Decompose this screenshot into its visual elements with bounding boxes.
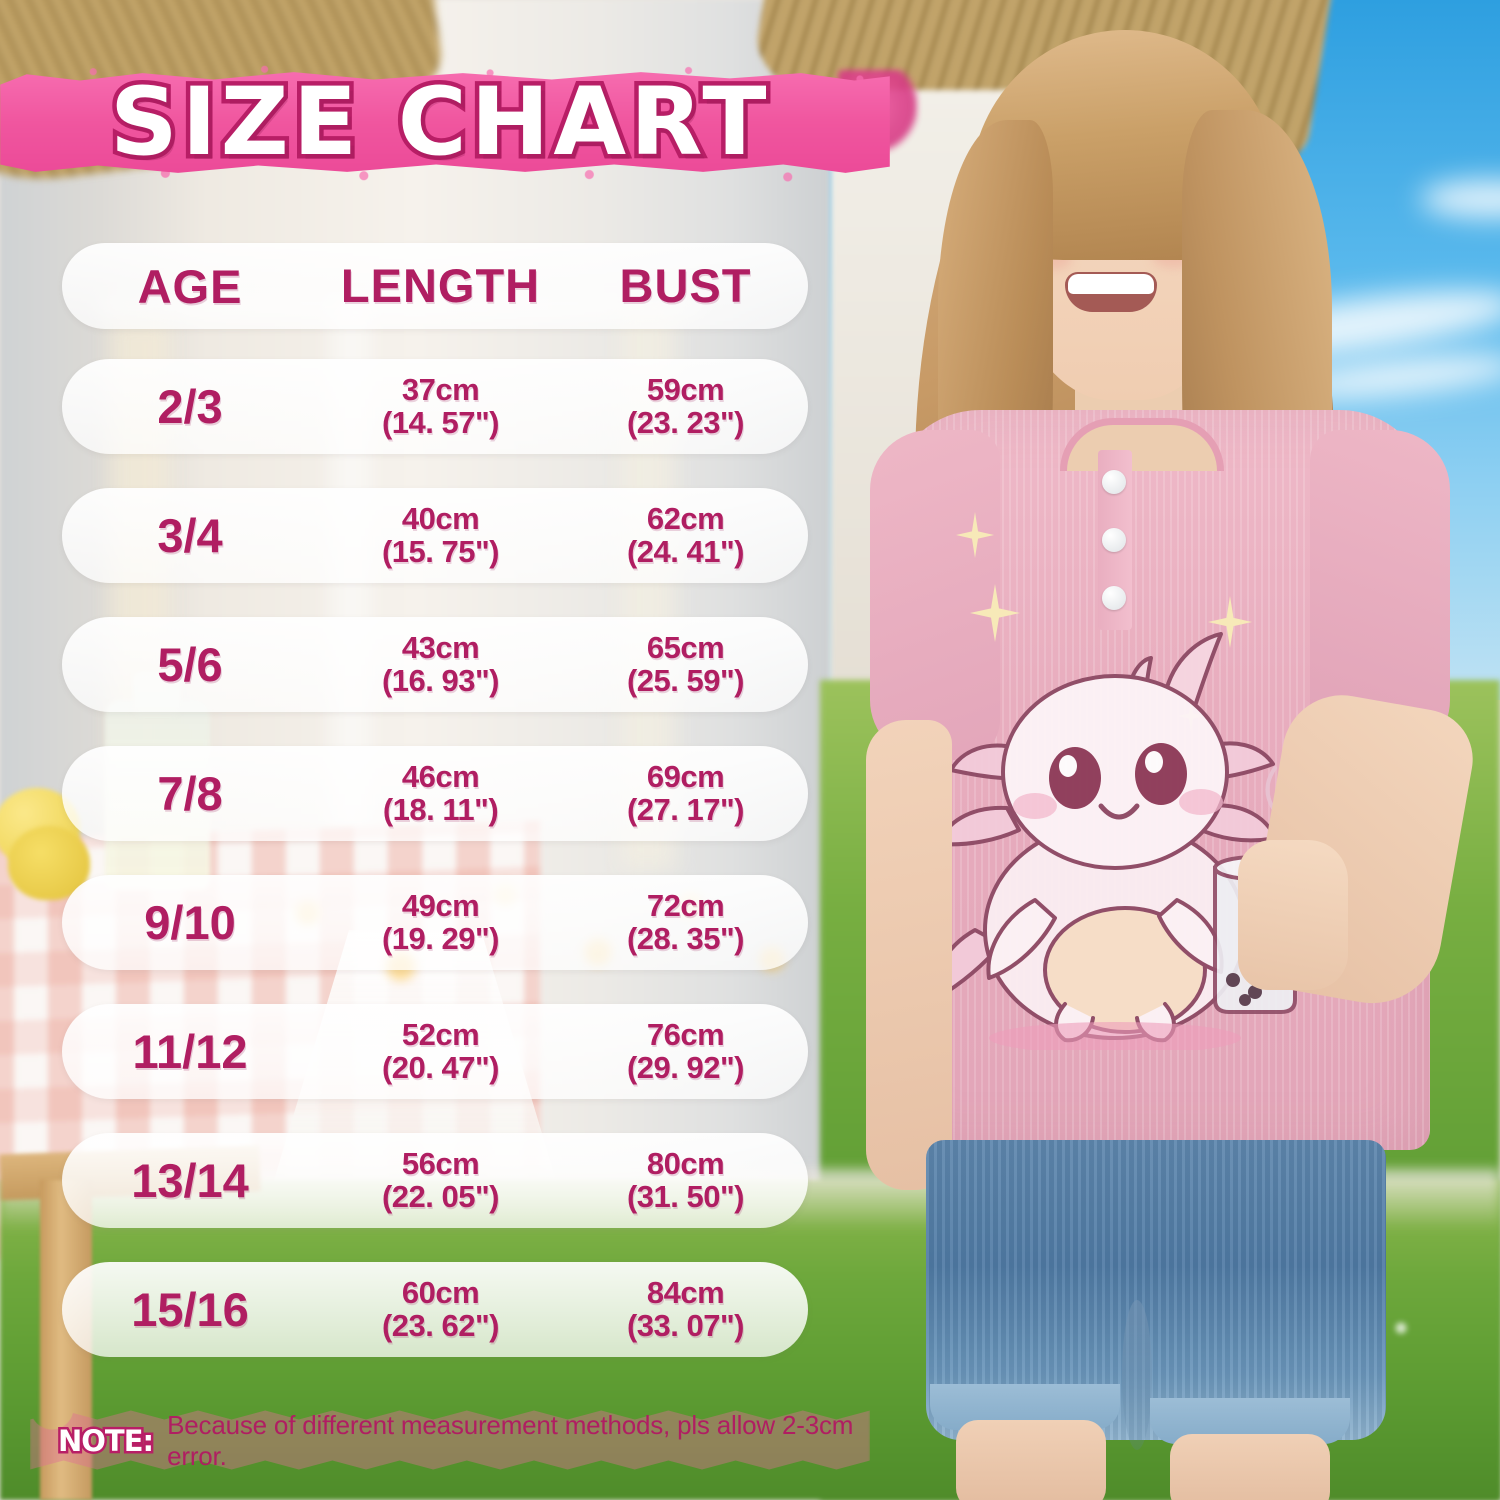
length-cm: 60cm [401, 1274, 480, 1310]
length-cm: 40cm [401, 500, 480, 536]
table-row: 3/4 40cm (15. 75") 62cm (24. 41") [62, 488, 808, 583]
bust-inch: (29. 92") [626, 1049, 745, 1085]
size-chart-table: AGE LENGTH BUST 2/3 37cm (14. 57") 59cm … [62, 243, 808, 1391]
cell-age: 3/4 [157, 509, 223, 562]
table-row: 9/10 49cm (19. 29") 72cm (28. 35") [62, 875, 808, 970]
bust-cm: 72cm [646, 887, 725, 923]
length-cm: 43cm [401, 629, 480, 665]
length-cm: 52cm [401, 1016, 480, 1052]
shirt-button [1102, 586, 1126, 610]
length-inch: (15. 75") [381, 533, 500, 569]
length-inch: (18. 11") [382, 791, 499, 827]
bust-cm: 76cm [646, 1016, 725, 1052]
bust-cm: 65cm [646, 629, 725, 665]
cell-length: 56cm (22. 05") [318, 1145, 563, 1214]
cell-bust: 84cm (33. 07") [563, 1274, 808, 1343]
length-cm: 56cm [401, 1145, 480, 1181]
table-row: 13/14 56cm (22. 05") 80cm (31. 50") [62, 1133, 808, 1228]
bust-inch: (27. 17") [626, 791, 745, 827]
bust-cm: 69cm [646, 758, 725, 794]
cell-age: 11/12 [132, 1025, 248, 1078]
bust-inch: (28. 35") [626, 920, 745, 956]
column-header-age: AGE [137, 259, 243, 313]
page-title: SIZE CHART [106, 64, 771, 182]
cell-age: 13/14 [131, 1154, 249, 1207]
hand-right [1238, 840, 1348, 990]
length-inch: (16. 93") [381, 662, 500, 698]
cell-length: 60cm (23. 62") [318, 1274, 563, 1343]
sleeve-left [870, 430, 1000, 760]
cell-age: 5/6 [157, 638, 223, 691]
cell-length: 49cm (19. 29") [318, 887, 563, 956]
column-header-bust: BUST [619, 259, 752, 312]
note-text: Because of different measurement methods… [167, 1410, 854, 1471]
cell-age: 2/3 [157, 380, 223, 433]
note-label: NOTE: [55, 1422, 156, 1461]
cell-length: 40cm (15. 75") [318, 500, 563, 569]
denim-shorts [926, 1140, 1386, 1440]
cell-age: 9/10 [144, 896, 236, 949]
bust-inch: (31. 50") [626, 1178, 745, 1214]
cell-bust: 76cm (29. 92") [563, 1016, 808, 1085]
cell-length: 43cm (16. 93") [318, 629, 563, 698]
bust-cm: 59cm [646, 371, 725, 407]
cell-length: 37cm (14. 57") [318, 371, 563, 440]
bust-inch: (24. 41") [626, 533, 745, 569]
cell-bust: 65cm (25. 59") [563, 629, 808, 698]
cell-bust: 59cm (23. 23") [563, 371, 808, 440]
cell-bust: 69cm (27. 17") [563, 758, 808, 827]
title-banner [0, 62, 896, 183]
length-inch: (22. 05") [381, 1178, 500, 1214]
length-inch: (19. 29") [381, 920, 500, 956]
table-header-row: AGE LENGTH BUST [62, 243, 808, 329]
length-cm: 37cm [401, 371, 480, 407]
shirt-button [1102, 528, 1126, 552]
cell-bust: 62cm (24. 41") [563, 500, 808, 569]
mouth [1065, 272, 1157, 312]
bust-inch: (25. 59") [626, 662, 745, 698]
teeth [1068, 274, 1154, 294]
arm-left [866, 720, 952, 1190]
table-row: 11/12 52cm (20. 47") 76cm (29. 92") [62, 1004, 808, 1099]
cell-length: 46cm (18. 11") [318, 758, 563, 827]
table-row: 7/8 46cm (18. 11") 69cm (27. 17") [62, 746, 808, 841]
bust-inch: (33. 07") [626, 1307, 745, 1343]
length-cm: 49cm [401, 887, 480, 923]
length-cm: 46cm [401, 758, 480, 794]
table-row: 15/16 60cm (23. 62") 84cm (33. 07") [62, 1262, 808, 1357]
table-row: 5/6 43cm (16. 93") 65cm (25. 59") [62, 617, 808, 712]
shirt-button [1102, 470, 1126, 494]
length-inch: (20. 47") [381, 1049, 500, 1085]
leg [956, 1420, 1106, 1500]
note-scalloped-band [30, 1410, 870, 1470]
bust-inch: (23. 23") [626, 404, 745, 440]
note-row: NOTE: Because of different measurement m… [55, 1410, 878, 1471]
table-row: 2/3 37cm (14. 57") 59cm (23. 23") [62, 359, 808, 454]
cell-bust: 80cm (31. 50") [563, 1145, 808, 1214]
shorts-gap [1122, 1300, 1152, 1450]
cell-bust: 72cm (28. 35") [563, 887, 808, 956]
length-inch: (23. 62") [381, 1307, 500, 1343]
bust-cm: 62cm [646, 500, 725, 536]
length-inch: (14. 57") [381, 404, 500, 440]
bust-cm: 84cm [646, 1274, 725, 1310]
cell-age: 15/16 [131, 1283, 249, 1336]
cell-age: 7/8 [157, 767, 223, 820]
henley-collar [1060, 418, 1224, 471]
cell-length: 52cm (20. 47") [318, 1016, 563, 1085]
model-photo [860, 0, 1500, 1500]
banner-brush-stroke [0, 72, 890, 173]
bust-cm: 80cm [646, 1145, 725, 1181]
column-header-length: LENGTH [340, 259, 541, 312]
leg [1170, 1434, 1330, 1500]
